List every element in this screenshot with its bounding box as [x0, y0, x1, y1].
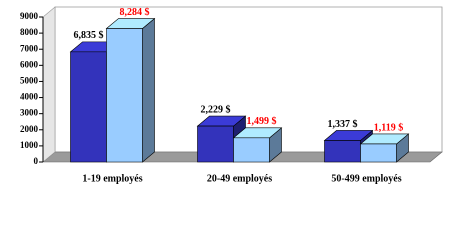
- bar-face: [233, 137, 270, 163]
- y-tick-label: 8000: [20, 27, 39, 37]
- y-tick-label: 3000: [20, 108, 39, 118]
- bar-face: [142, 17, 155, 163]
- y-tick-label: 6000: [20, 59, 39, 69]
- value-label: 1,119 $: [374, 122, 403, 133]
- bar: [105, 17, 156, 163]
- y-tick-label: 2000: [20, 124, 39, 134]
- chart: 0 1000 2000 3000 4000 5000 6000 7000 8000 9000 1-1…: [20, 6, 443, 184]
- bar-face: [106, 28, 143, 163]
- x-tick-label: 1-19 employés: [82, 173, 142, 184]
- y-tick-label: 7000: [20, 43, 39, 53]
- x-tick-label: 20-49 employés: [207, 173, 272, 184]
- bar-face: [197, 125, 234, 163]
- bar: [359, 133, 410, 163]
- side-wall: [42, 6, 56, 163]
- x-tick-label: 50-499 employés: [331, 173, 401, 184]
- bar-face: [360, 143, 397, 163]
- value-label: 1,499 $: [247, 116, 277, 127]
- value-label: 1,337 $: [328, 119, 358, 130]
- value-label: 8,284 $: [120, 7, 150, 18]
- y-tick-label: 5000: [20, 76, 39, 86]
- y-tick-label: 0: [34, 156, 39, 166]
- value-label: 6,835 $: [74, 30, 104, 41]
- bar-face: [324, 140, 361, 163]
- bar: [232, 127, 283, 163]
- bar-face: [70, 51, 107, 163]
- y-tick-label: 4000: [20, 92, 39, 102]
- y-tick-label: 1000: [20, 140, 39, 150]
- value-label: 2,229 $: [201, 104, 231, 115]
- y-tick-label: 9000: [20, 11, 39, 21]
